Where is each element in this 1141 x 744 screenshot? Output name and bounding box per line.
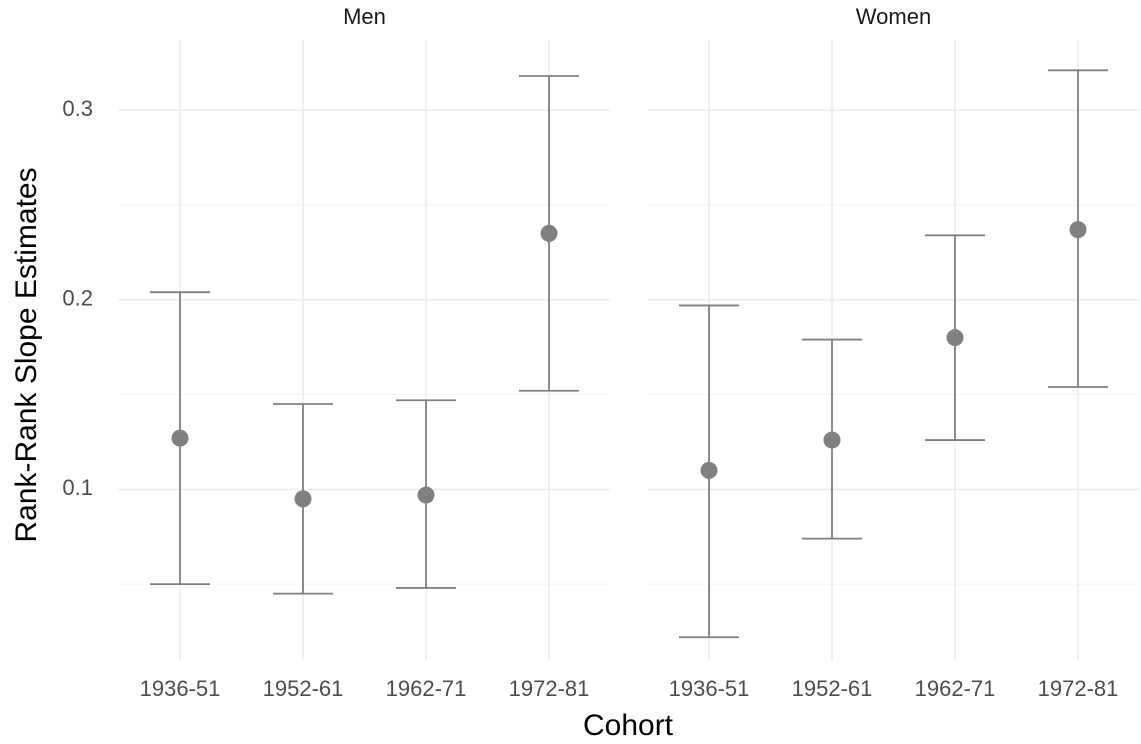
panel-title: Men	[343, 4, 386, 29]
x-tick-label: 1962-71	[386, 676, 467, 701]
x-tick-label: 1972-81	[1038, 676, 1119, 701]
y-tick-label: 0.3	[62, 96, 93, 121]
x-tick-label: 1936-51	[140, 676, 221, 701]
x-tick-label: 1962-71	[915, 676, 996, 701]
panel-title: Women	[856, 4, 931, 29]
y-tick-label: 0.1	[62, 475, 93, 500]
point	[700, 461, 718, 479]
point	[417, 486, 435, 504]
point	[540, 224, 558, 242]
point	[294, 490, 312, 508]
x-tick-label: 1936-51	[669, 676, 750, 701]
y-tick-label: 0.2	[62, 286, 93, 311]
x-tick-label: 1972-81	[509, 676, 590, 701]
point	[823, 431, 841, 449]
y-axis-title: Rank-Rank Slope Estimates	[10, 167, 43, 542]
point	[946, 329, 964, 347]
x-axis-title: Cohort	[583, 709, 674, 742]
point	[171, 429, 189, 447]
x-tick-label: 1952-61	[263, 676, 344, 701]
point	[1069, 221, 1087, 239]
x-tick-label: 1952-61	[792, 676, 873, 701]
